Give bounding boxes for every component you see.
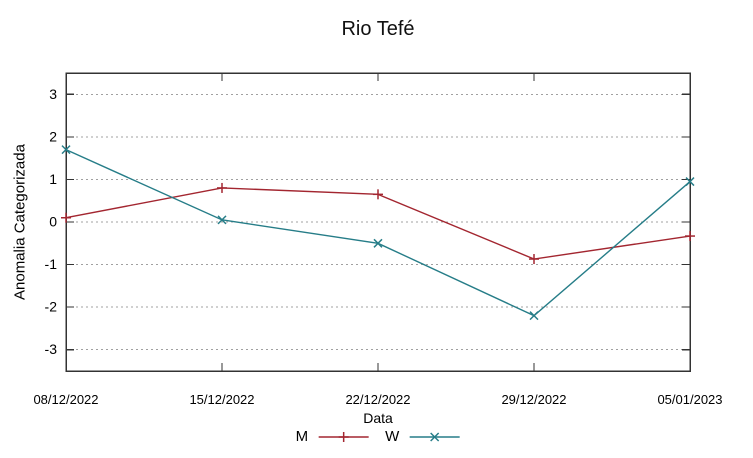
legend-label: M — [295, 428, 309, 445]
legend-sample-W — [409, 431, 460, 442]
marker-cross-W — [685, 177, 695, 187]
marker-plus-M — [529, 254, 539, 265]
y-tick-label: 1 — [49, 171, 57, 187]
y-tick-label: -1 — [45, 256, 58, 272]
y-tick-label: 2 — [49, 128, 57, 144]
legend-item-M: M — [296, 428, 370, 445]
x-tick-label: 08/12/2022 — [33, 392, 98, 407]
legend-marker-plus — [338, 431, 349, 442]
legend-marker-cross — [429, 431, 439, 442]
marker-cross-W — [61, 145, 71, 155]
series-line-W — [65, 148, 691, 317]
x-tick-label: 05/01/2023 — [657, 392, 722, 407]
legend-label: W — [385, 428, 400, 445]
marker-cross-W — [217, 215, 227, 225]
x-tick-label: 15/12/2022 — [189, 392, 254, 407]
legend-sample-M — [318, 431, 369, 442]
y-tick-label: 0 — [49, 214, 57, 230]
chart-title: Rio Tefé — [341, 18, 415, 40]
marker-cross-W — [529, 311, 539, 321]
legend-item-W: W — [385, 428, 460, 445]
marker-plus-M — [217, 182, 227, 193]
y-tick-label: 3 — [49, 86, 57, 102]
marker-cross-W — [373, 238, 383, 248]
x-tick-label: 22/12/2022 — [345, 392, 410, 407]
y-tick-label: -3 — [45, 341, 58, 357]
marker-plus-M — [685, 231, 695, 242]
x-tick-label: 29/12/2022 — [501, 392, 566, 407]
marker-plus-M — [61, 212, 71, 223]
x-axis-label: Data — [363, 410, 393, 426]
marker-plus-M — [373, 189, 383, 200]
y-tick-label: -2 — [45, 299, 58, 315]
